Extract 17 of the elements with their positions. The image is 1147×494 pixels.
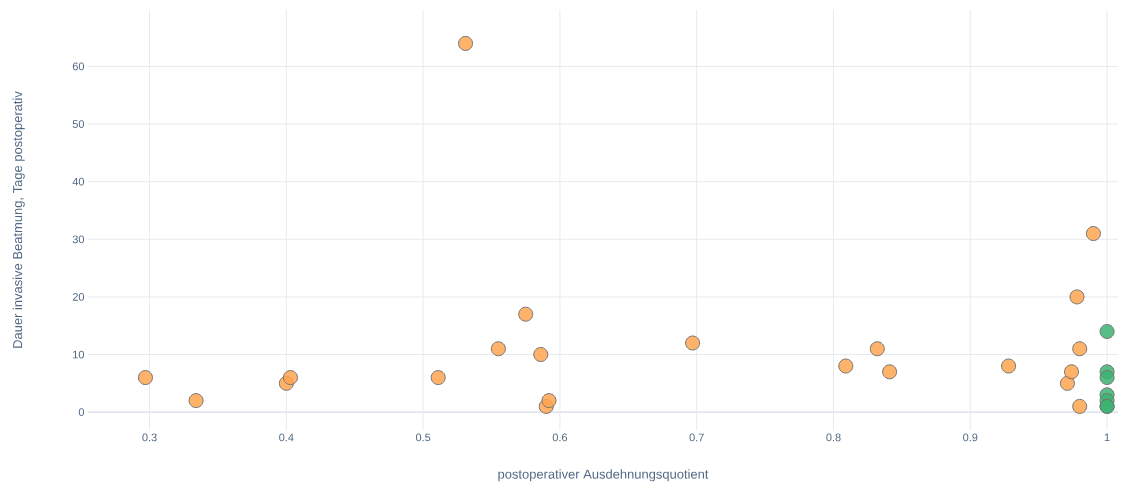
y-axis-title: Dauer invasive Beatmung, Tage postoperativ <box>12 91 25 348</box>
y-tick-label: 50 <box>72 120 85 128</box>
x-tick-label: 0.7 <box>689 433 704 442</box>
x-axis-title: postoperativer Ausdehnungsquotient <box>498 469 709 482</box>
y-tick-label: 20 <box>72 293 85 301</box>
x-tick-label: 0.5 <box>415 433 431 442</box>
x-tick-label: 0.4 <box>279 433 294 442</box>
x-tick-label: 0.8 <box>826 433 841 442</box>
y-tick-label: 30 <box>72 235 85 244</box>
x-tick-label: 1 <box>1104 433 1110 442</box>
x-tick-label: 0.3 <box>142 433 157 442</box>
y-tick-label: 0 <box>78 408 85 417</box>
y-tick-label: 10 <box>73 350 85 359</box>
y-tick-label: 60 <box>72 62 85 71</box>
y-tick-label: 40 <box>72 177 85 186</box>
x-tick-label: 0.9 <box>963 433 978 442</box>
x-tick-label: 0.6 <box>552 433 568 442</box>
